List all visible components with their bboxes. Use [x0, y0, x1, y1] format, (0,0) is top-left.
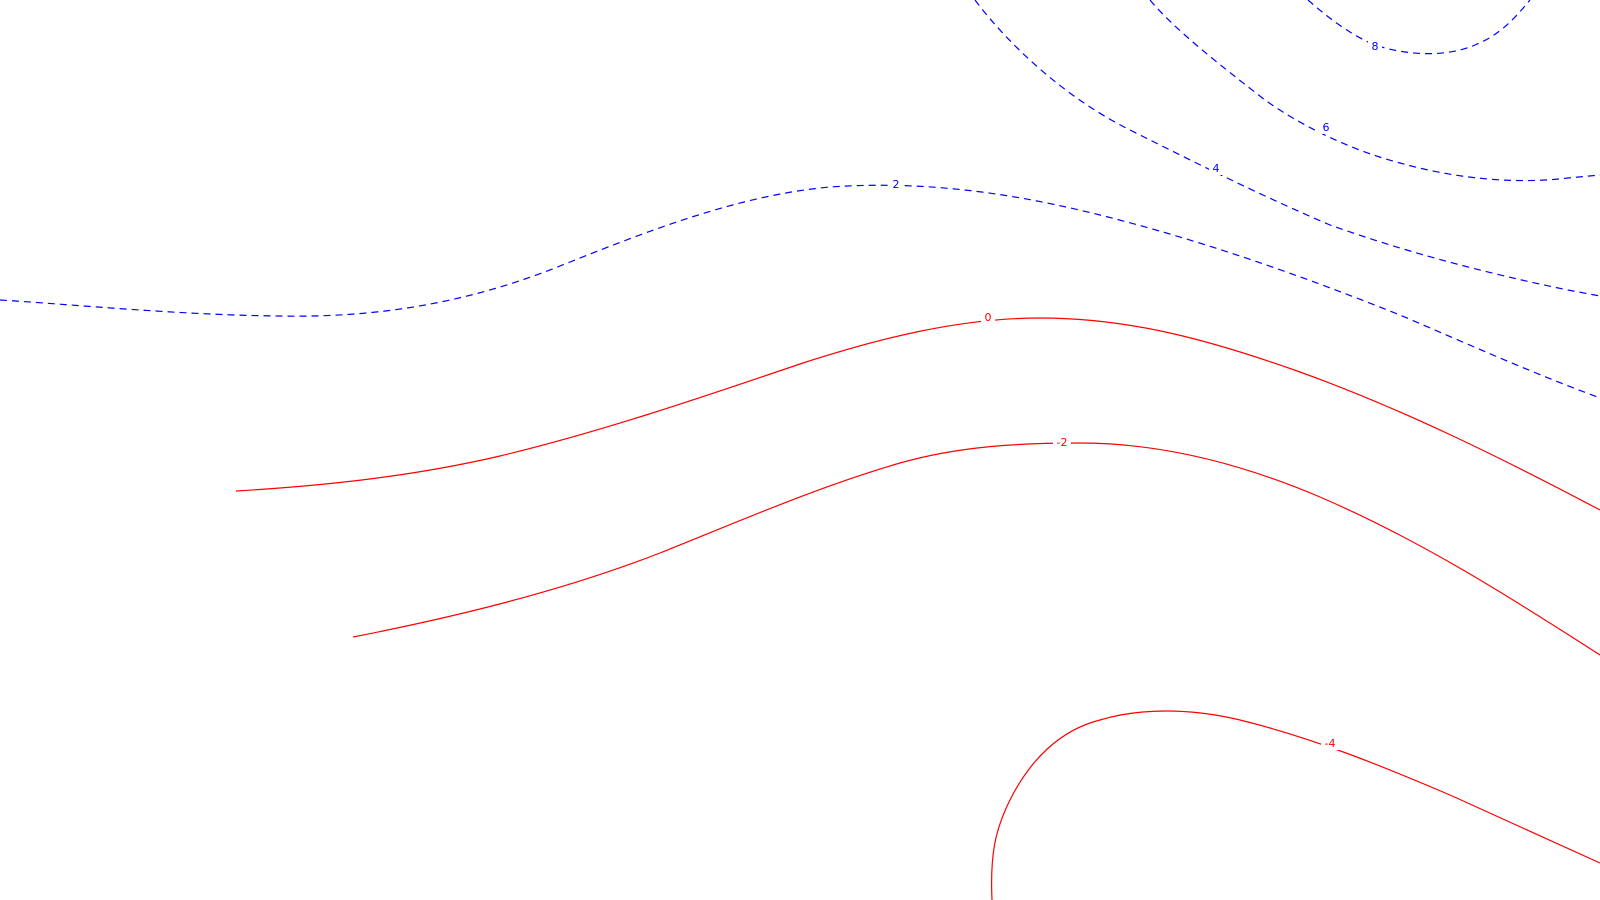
contour-label-6: 6 — [1323, 121, 1330, 134]
contour-line-neg2 — [352, 442, 1600, 656]
contour-neg4: -4 — [991, 710, 1600, 900]
contour-label-neg4: -4 — [1325, 737, 1336, 750]
contour-label-0: 0 — [985, 311, 992, 324]
contour-8: 8 — [1307, 0, 1531, 55]
contour-label-2: 2 — [893, 178, 900, 191]
contour-line-8 — [1307, 0, 1531, 55]
contour-line-0 — [235, 317, 1600, 511]
contour-line-4 — [974, 0, 1600, 297]
contour-line-2 — [0, 184, 1600, 399]
contour-6: 6 — [1149, 0, 1600, 182]
contour-line-neg4 — [991, 710, 1600, 900]
contour-4: 4 — [974, 0, 1600, 297]
contour-line-6 — [1149, 0, 1600, 182]
contour-label-neg2: -2 — [1057, 436, 1068, 449]
contour-0: 0 — [235, 311, 1600, 511]
contour-label-4: 4 — [1213, 162, 1220, 175]
contour-neg2: -2 — [352, 436, 1600, 656]
contour-2: 2 — [0, 178, 1600, 399]
contour-label-8: 8 — [1372, 40, 1379, 53]
